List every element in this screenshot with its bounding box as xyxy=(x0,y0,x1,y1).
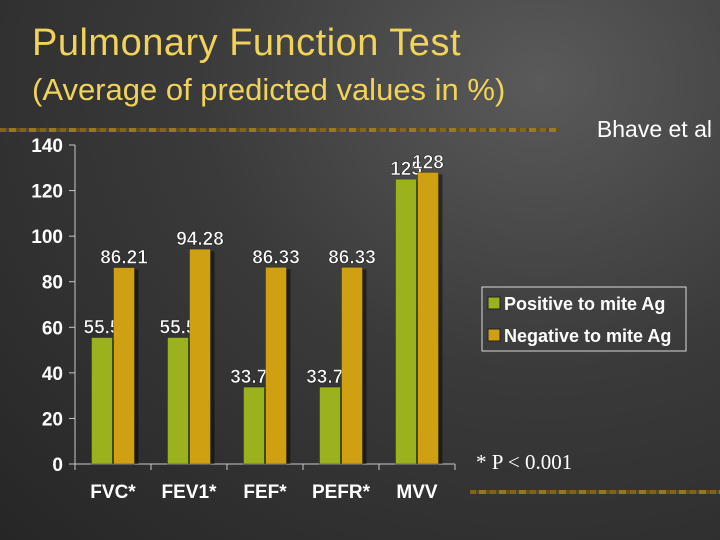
y-tick-label: 20 xyxy=(42,409,63,430)
bar xyxy=(113,267,135,465)
x-tick-label: FEF* xyxy=(243,482,287,503)
y-tick-label: 100 xyxy=(31,227,63,248)
y-tick-label: 60 xyxy=(42,318,63,339)
decorative-rule-top xyxy=(0,128,560,132)
legend-swatch xyxy=(487,296,501,310)
decorative-rule-bottom xyxy=(470,490,720,494)
bar xyxy=(319,386,341,465)
x-tick-label: PEFR* xyxy=(312,482,371,503)
x-tick-label: FVC* xyxy=(90,482,136,503)
data-label: 55.5 xyxy=(84,318,121,339)
p-value-note: * P < 0.001 xyxy=(476,450,573,474)
y-tick-label: 80 xyxy=(42,273,63,294)
data-label: 86.33 xyxy=(328,247,376,268)
data-label: 125 xyxy=(390,159,422,180)
legend-label: Positive to mite Ag xyxy=(504,294,665,314)
bar xyxy=(265,266,287,465)
slide-subtitle: (Average of predicted values in %) xyxy=(32,72,506,107)
legend-label: Negative to mite Ag xyxy=(504,326,671,346)
slide-title: Pulmonary Function Test xyxy=(32,22,461,64)
y-tick-label: 40 xyxy=(42,364,63,385)
data-label: 55.5 xyxy=(160,318,197,339)
bar xyxy=(167,337,189,465)
x-tick-label: MVV xyxy=(396,482,438,503)
x-tick-label: FEV1* xyxy=(162,482,218,503)
bar xyxy=(341,266,363,465)
data-label: 128 xyxy=(412,152,444,173)
y-tick-label: 140 xyxy=(31,136,63,157)
y-tick-label: 0 xyxy=(52,455,63,476)
bar xyxy=(243,386,265,465)
bar xyxy=(91,337,113,465)
legend-box xyxy=(481,286,687,352)
bar xyxy=(189,248,211,465)
data-label: 86.33 xyxy=(252,247,300,268)
y-tick-label: 120 xyxy=(31,182,63,203)
bar xyxy=(395,178,417,465)
data-label: 86.21 xyxy=(100,248,148,269)
citation-text: Bhave et al xyxy=(596,116,712,142)
data-label: 94.28 xyxy=(176,229,224,250)
legend-swatch xyxy=(487,328,501,342)
bar xyxy=(417,171,439,465)
